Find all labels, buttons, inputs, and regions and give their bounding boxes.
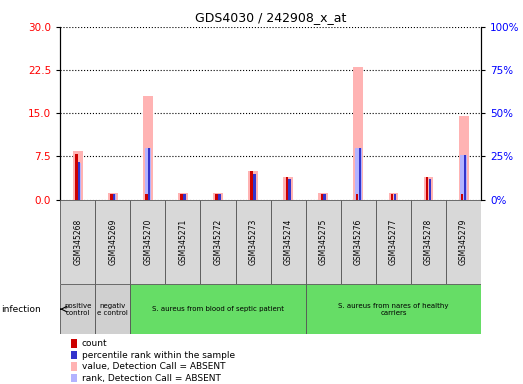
Bar [95,200,130,284]
Bar [165,200,200,284]
Bar [321,194,323,200]
Text: GSM345273: GSM345273 [248,219,258,265]
Bar [250,191,256,200]
Text: GSM345270: GSM345270 [143,219,152,265]
Bar [341,200,376,284]
Bar [411,200,446,284]
Bar [145,148,151,200]
Bar [183,195,186,200]
Bar [446,200,481,284]
Text: GSM345271: GSM345271 [178,219,187,265]
Bar [288,179,291,200]
Bar [235,200,271,284]
Bar [215,194,218,200]
Bar [306,284,481,334]
Text: GSM345276: GSM345276 [354,219,363,265]
Bar [306,200,341,284]
Bar [429,179,431,200]
Bar [113,195,116,200]
Bar [319,193,328,200]
Bar [359,148,361,200]
Bar [355,148,361,200]
Bar [376,200,411,284]
Text: GSM345269: GSM345269 [108,219,117,265]
Bar [356,194,358,200]
Bar [271,200,306,284]
Bar [213,193,223,200]
Text: S. aureus from blood of septic patient: S. aureus from blood of septic patient [152,306,284,312]
Bar [60,284,95,334]
Bar [130,200,165,284]
Text: negativ
e control: negativ e control [97,303,128,316]
Bar [130,284,306,334]
Bar [180,194,183,200]
Bar [389,193,399,200]
Bar [148,148,151,200]
Text: GSM345272: GSM345272 [213,219,222,265]
Bar [108,193,118,200]
Bar [73,151,83,200]
Title: GDS4030 / 242908_x_at: GDS4030 / 242908_x_at [195,11,346,24]
Bar [143,96,153,200]
Bar [178,193,188,200]
Bar [60,200,95,284]
Bar [464,155,466,200]
Text: count: count [82,339,107,348]
Bar [78,162,81,200]
Text: GSM345275: GSM345275 [319,219,328,265]
Bar [354,67,363,200]
Bar [110,194,112,200]
Bar [200,200,235,284]
Text: rank, Detection Call = ABSENT: rank, Detection Call = ABSENT [82,374,221,383]
Bar [394,195,396,200]
Bar [323,195,326,200]
Text: GSM345278: GSM345278 [424,219,433,265]
Text: infection: infection [1,305,41,314]
Bar [145,194,147,200]
Bar [75,154,77,200]
Bar [253,174,256,200]
Text: GSM345268: GSM345268 [73,219,82,265]
Bar [460,155,467,200]
Bar [286,177,288,200]
Bar [459,116,469,200]
Text: GSM345279: GSM345279 [459,219,468,265]
Bar [95,284,130,334]
Bar [426,177,428,200]
Text: value, Detection Call = ABSENT: value, Detection Call = ABSENT [82,362,225,371]
Text: S. aureus from nares of healthy
carriers: S. aureus from nares of healthy carriers [338,303,449,316]
Bar [424,177,434,200]
Text: percentile rank within the sample: percentile rank within the sample [82,351,235,360]
Bar [461,194,463,200]
Bar [248,171,258,200]
Bar [283,177,293,200]
Bar [218,195,221,200]
Bar [391,194,393,200]
Bar [110,195,116,200]
Bar [75,164,81,200]
Bar [251,171,253,200]
Text: GSM345274: GSM345274 [283,219,293,265]
Text: positive
control: positive control [64,303,92,316]
Text: GSM345277: GSM345277 [389,219,398,265]
